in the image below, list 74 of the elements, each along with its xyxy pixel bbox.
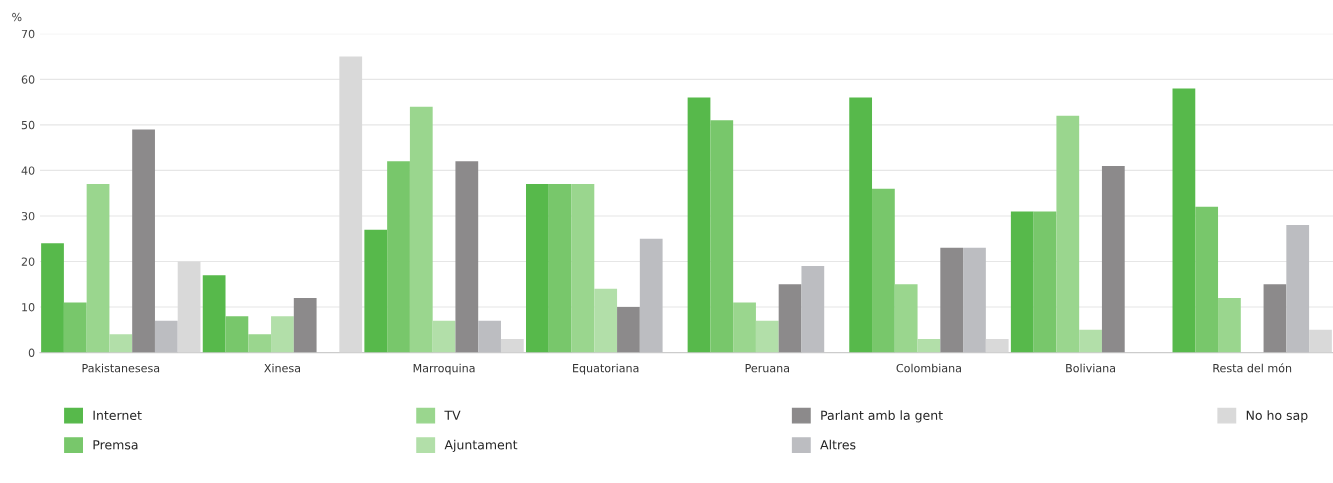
bar	[639, 238, 663, 353]
bar	[872, 188, 895, 353]
bar	[478, 320, 501, 353]
bar	[1172, 88, 1196, 353]
bar	[548, 184, 572, 353]
bar	[177, 261, 201, 353]
x-tick-label: Peruana	[745, 364, 789, 373]
legend-label: No ho sap	[1246, 410, 1308, 423]
x-tick-label: Resta del món	[1213, 363, 1292, 373]
bar	[687, 97, 711, 353]
bar	[1056, 115, 1080, 353]
bar	[387, 161, 410, 353]
x-tick-label: Pakistanesesa	[82, 363, 160, 373]
bar	[202, 275, 226, 353]
y-tick-label: 70	[21, 29, 35, 39]
x-tick-label: Equatoriana	[573, 363, 639, 375]
y-tick-label: 0	[28, 348, 35, 357]
bar	[1286, 225, 1310, 353]
bar	[86, 184, 110, 353]
bar	[594, 288, 618, 353]
bar	[132, 129, 155, 353]
bar	[109, 334, 133, 353]
y-tick-label: 40	[21, 166, 35, 175]
y-tick-label: 50	[21, 120, 35, 130]
bar	[985, 338, 1009, 353]
x-tick-label: Colombiana	[896, 363, 961, 373]
bar	[339, 56, 363, 353]
x-tick-label: Boliviana	[1066, 363, 1116, 373]
legend-label: Altres	[820, 439, 856, 450]
bar	[894, 284, 918, 353]
bar	[1033, 211, 1057, 353]
bar	[432, 320, 456, 353]
bar	[225, 316, 249, 353]
bar	[500, 338, 524, 353]
bar	[41, 243, 64, 353]
bar	[154, 320, 178, 353]
legend-label: TV	[444, 410, 461, 420]
bar	[1010, 211, 1034, 353]
bar	[526, 184, 549, 353]
y-tick-label: 30	[21, 211, 35, 221]
bar	[409, 106, 433, 353]
bar	[778, 284, 802, 353]
bar	[849, 97, 873, 353]
bar	[801, 266, 825, 353]
bar	[755, 320, 779, 353]
bar	[571, 184, 595, 353]
legend-label: Parlant amb la gent	[821, 410, 943, 423]
x-tick-label: Xinesa	[264, 363, 301, 373]
bar	[1195, 206, 1219, 353]
bar	[248, 334, 272, 353]
bar	[940, 247, 964, 353]
bar	[617, 307, 640, 353]
y-tick-label: 20	[21, 257, 35, 266]
bar	[271, 316, 294, 353]
legend-label: Premsa	[93, 440, 138, 450]
bar	[455, 161, 479, 353]
bar	[63, 302, 87, 353]
x-tick-label: Marroquina	[413, 363, 475, 375]
bar	[917, 338, 941, 353]
y-tick-label: 60	[21, 75, 35, 84]
bar	[710, 120, 734, 353]
y-tick-label: 10	[22, 303, 35, 312]
legend-label: Internet	[93, 410, 142, 421]
bar	[1218, 297, 1241, 353]
bar	[1309, 329, 1332, 353]
bar	[1079, 329, 1102, 353]
bar	[364, 229, 388, 353]
bar	[1263, 284, 1287, 353]
bar	[733, 302, 756, 353]
legend-label: Ajuntament	[444, 439, 518, 452]
bar	[293, 297, 317, 353]
bar	[963, 247, 986, 353]
y-axis-title: %	[12, 12, 22, 22]
bar	[1101, 165, 1125, 353]
